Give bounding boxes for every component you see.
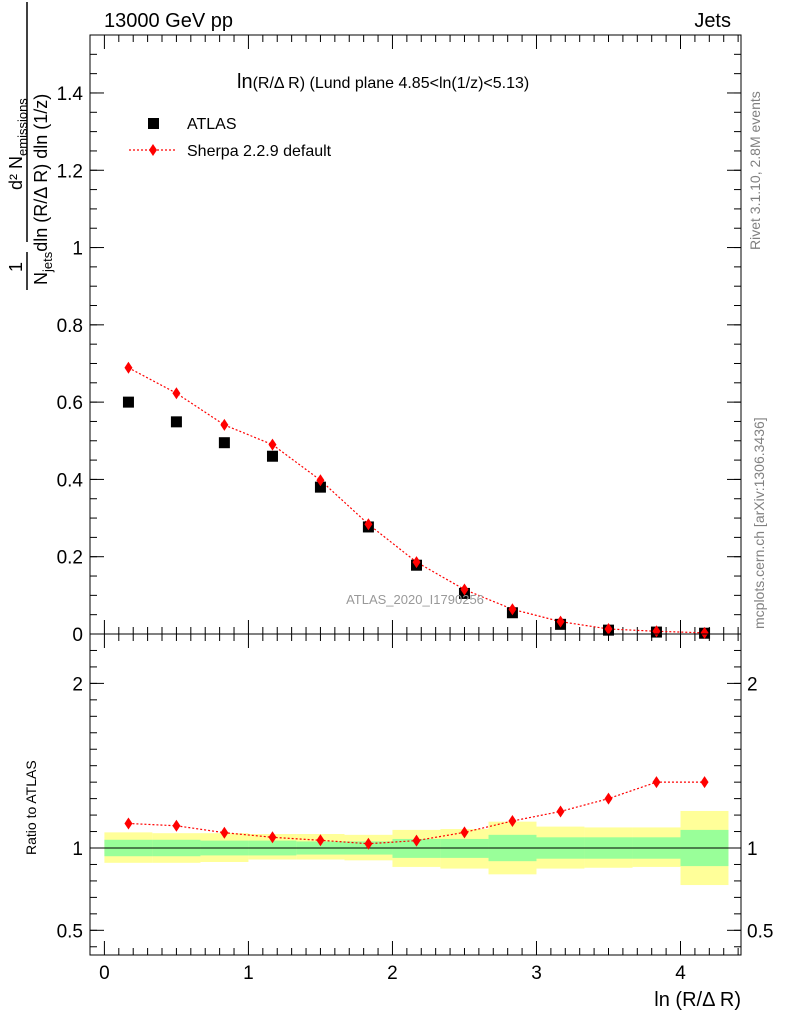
sherpa-data-point bbox=[700, 626, 709, 639]
header-energy-label: 13000 GeV pp bbox=[104, 10, 233, 32]
ratio-y-tick-label-right: 1 bbox=[747, 839, 758, 860]
x-tick-label: 0 bbox=[99, 963, 110, 984]
ratio-y-tick-label: 1 bbox=[72, 839, 83, 860]
x-tick-label: 1 bbox=[243, 963, 254, 984]
ratio-y-tick-label-right: 0.5 bbox=[747, 921, 773, 942]
sherpa-data-point bbox=[556, 615, 565, 628]
sherpa-data-point bbox=[364, 518, 373, 531]
sherpa-ratio-point bbox=[220, 826, 229, 839]
ratio-y-tick-label: 2 bbox=[72, 674, 83, 695]
y-label-denominator: Njetsdln (R/Δ R) dln (1/z) bbox=[31, 94, 55, 285]
x-axis-label: ln (R/Δ R) bbox=[654, 989, 741, 1011]
atlas-data-point bbox=[170, 416, 182, 428]
legend: ATLAS Sherpa 2.2.9 default bbox=[129, 116, 332, 160]
plot-title-suffix: (Lund plane 4.85<ln(1/z)<5.13) bbox=[305, 75, 529, 92]
legend-sherpa-label: Sherpa 2.2.9 default bbox=[187, 143, 332, 160]
plot-title-prefix: ln bbox=[237, 71, 253, 93]
sherpa-ratio-point bbox=[700, 776, 709, 789]
sherpa-ratio-point bbox=[556, 805, 565, 818]
sherpa-data-point bbox=[412, 556, 421, 569]
ratio-panel: 0.5 0.5 1 1 2 2 0 1 2 3 4 bbox=[57, 633, 773, 984]
mcplots-label: mcplots.cern.ch [arXiv:1306.3436] bbox=[751, 417, 767, 629]
y-axis-label-main: 1 d² Nemissions Njetsdln (R/Δ R) dln (1/… bbox=[6, 2, 55, 290]
main-y-tick-label: 0.4 bbox=[57, 470, 84, 491]
analysis-watermark: ATLAS_2020_I1790256 bbox=[346, 592, 484, 607]
ratio-y-tick-label-right: 2 bbox=[747, 674, 758, 695]
y-label-denominator-rest: dln (R/Δ R) dln (1/z) bbox=[31, 94, 51, 252]
plot-title: ln(R/Δ R) (Lund plane 4.85<ln(1/z)<5.13) bbox=[237, 71, 529, 93]
sherpa-data-point bbox=[268, 438, 277, 451]
sherpa-data-point bbox=[172, 387, 181, 400]
main-y-tick-label: 0 bbox=[72, 625, 83, 646]
atlas-data-point bbox=[314, 481, 326, 493]
sherpa-ratio-point bbox=[172, 819, 181, 832]
main-y-tick-label: 1.4 bbox=[57, 84, 84, 105]
sherpa-ratio-point bbox=[508, 815, 517, 828]
main-panel: 0 0.2 0.4 0.6 0.8 1 1.2 1.4 bbox=[57, 34, 742, 646]
legend-atlas-label: ATLAS bbox=[187, 116, 237, 133]
sherpa-ratio-point bbox=[268, 831, 277, 844]
plot-title-variable: (R/Δ R) bbox=[253, 75, 305, 92]
sherpa-data-point bbox=[124, 361, 133, 374]
atlas-data-point bbox=[218, 437, 230, 449]
sherpa-ratio-point bbox=[460, 826, 469, 839]
main-y-tick-label: 1.2 bbox=[57, 161, 83, 182]
x-tick-label: 3 bbox=[531, 963, 542, 984]
main-y-tick-label: 0.2 bbox=[57, 548, 83, 569]
main-y-tick-label: 0.6 bbox=[57, 393, 83, 414]
atlas-data-point bbox=[266, 450, 278, 462]
sherpa-data-point bbox=[316, 474, 325, 487]
y-label-njets: N bbox=[31, 272, 51, 285]
y-axis-label-ratio: Ratio to ATLAS bbox=[23, 760, 39, 855]
ratio-y-tick-label: 0.5 bbox=[57, 921, 83, 942]
atlas-data-point bbox=[122, 396, 134, 408]
x-tick-label: 2 bbox=[387, 963, 398, 984]
main-y-tick-label: 1 bbox=[72, 239, 83, 260]
sherpa-data-point bbox=[220, 418, 229, 431]
sherpa-data-point bbox=[508, 603, 517, 616]
y-label-d2n: d² N bbox=[6, 156, 26, 190]
sherpa-data-point bbox=[460, 583, 469, 596]
sherpa-ratio-point bbox=[364, 837, 373, 850]
y-label-numerator-one: 1 bbox=[6, 262, 26, 272]
ratio-frame bbox=[89, 633, 742, 956]
legend-sherpa-marker bbox=[149, 144, 157, 156]
rivet-version-label: Rivet 3.1.10, 2.8M events bbox=[747, 91, 763, 250]
x-tick-label: 4 bbox=[675, 963, 686, 984]
y-label-jets-sub: jets bbox=[40, 251, 55, 273]
sherpa-ratio-point bbox=[652, 776, 661, 789]
legend-atlas-marker bbox=[148, 118, 159, 129]
main-y-tick-label: 0.8 bbox=[57, 316, 83, 337]
sherpa-ratio-point bbox=[412, 834, 421, 847]
sherpa-data-point bbox=[604, 622, 613, 635]
header-jets-label: Jets bbox=[694, 10, 731, 32]
sherpa-ratio-point bbox=[316, 834, 325, 847]
sherpa-ratio-point bbox=[124, 817, 133, 830]
sherpa-ratio-point bbox=[604, 792, 613, 805]
